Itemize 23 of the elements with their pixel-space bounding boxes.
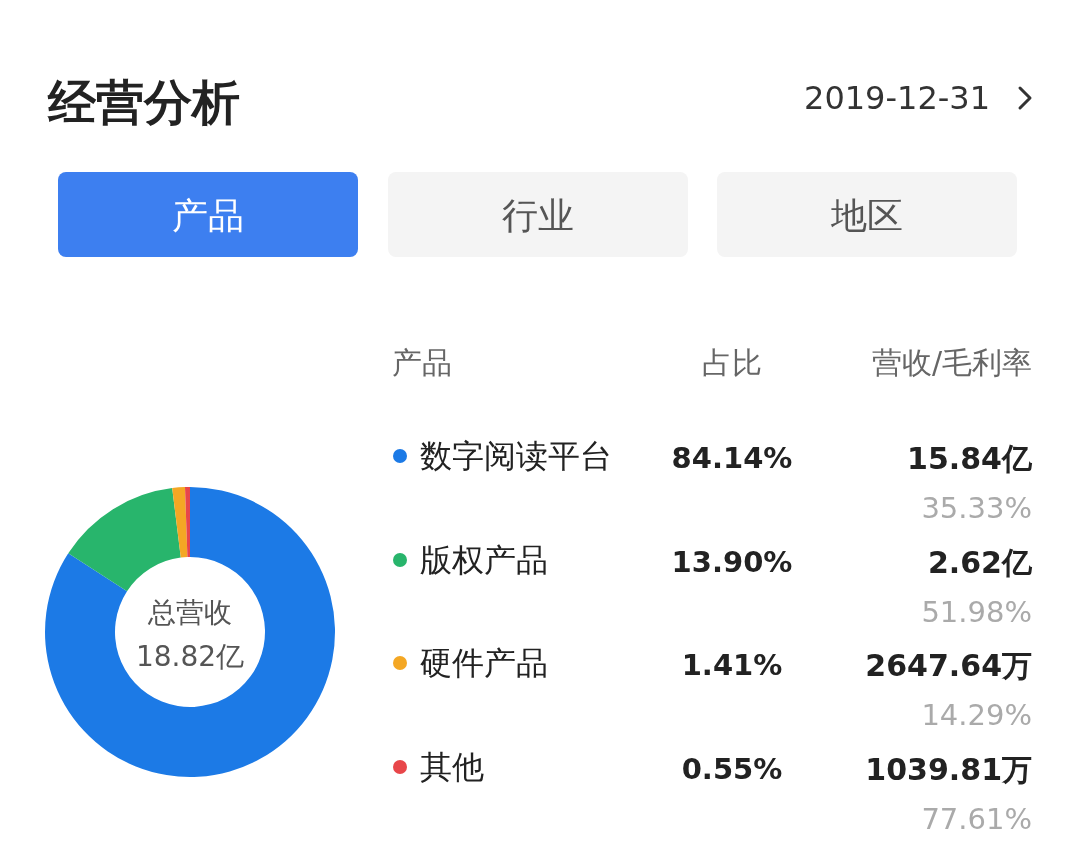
subtitle: 2019-12-31 [804, 79, 990, 117]
text: 35.33% [921, 491, 1032, 525]
text: 总营收 [147, 595, 232, 629]
data-label: 84.14% [671, 441, 793, 475]
text: 15.84亿 [907, 440, 1033, 476]
text: 产品 [392, 344, 452, 380]
data-label: 13.90% [671, 545, 793, 579]
text: 占比 [702, 344, 762, 380]
text: 18.82亿 [135, 639, 245, 673]
text: 2.62亿 [927, 544, 1033, 580]
legend-label: 硬件产品 [420, 644, 548, 682]
legend-label: 版权产品 [420, 541, 548, 579]
text: 1039.81万 [865, 751, 1032, 787]
text: 51.98% [921, 595, 1032, 629]
text: 14.29% [921, 698, 1032, 732]
text: 营收/毛利率 [871, 344, 1032, 380]
text: 77.61% [921, 802, 1032, 836]
data-label: 0.55% [681, 752, 783, 786]
legend-label: 其他 [420, 748, 484, 786]
data-label: 1.41% [681, 648, 783, 682]
title: 经营分析 [48, 74, 240, 130]
text: 2647.64万 [865, 647, 1032, 683]
legend-label: 数字阅读平台 [420, 437, 612, 475]
